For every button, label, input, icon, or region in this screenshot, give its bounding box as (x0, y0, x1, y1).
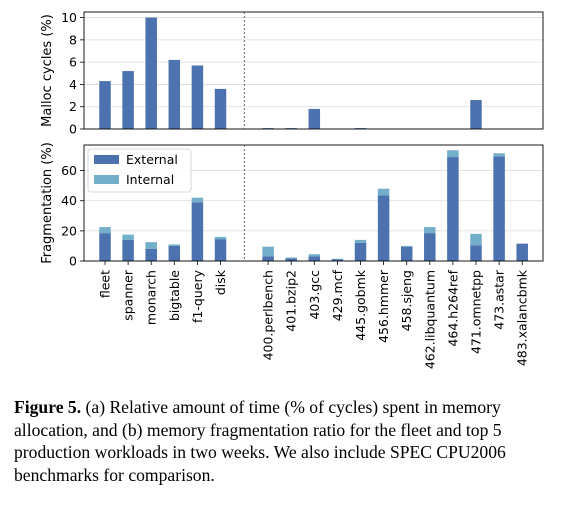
bar-external-400-perlbench (262, 256, 274, 261)
legend-swatch-external (94, 155, 119, 164)
bar-external-spanner (122, 239, 134, 261)
x-tick-label-458-sjeng: 458.sjeng (399, 270, 414, 331)
bar-internal-disk (214, 236, 227, 240)
x-tick-label-401-bzip2: 401.bzip2 (284, 270, 299, 332)
bottom-ytick-label: 0 (69, 254, 77, 269)
x-tick-label-disk: disk (213, 269, 228, 295)
bar-internal-400-perlbench (262, 246, 274, 257)
bar-internal-f1-query (191, 197, 204, 203)
x-tick-label-bigtable: bigtable (167, 270, 182, 321)
figure-chart: 0 2 4 6 8 10 Malloc cycles (%) 0 20 40 60 Fragment… (40, 10, 544, 369)
bar-internal-401-bzip2 (285, 257, 297, 259)
top-frame (83, 11, 544, 130)
bar-external-fleet (99, 233, 111, 261)
x-tick-label-464-h264ref: 464.h264ref (445, 269, 460, 346)
bar-external-471-omnetpp (470, 245, 482, 261)
caption-label: Figure 5. (14, 397, 82, 417)
bar-external-f1-query (191, 202, 204, 261)
bar-malloc-spanner (122, 71, 134, 129)
x-tick-label-monarch: monarch (144, 270, 159, 325)
bar-internal-bigtable (168, 244, 181, 246)
bar-external-462-libquantum (424, 233, 436, 261)
bar-external-445-gobmk (354, 242, 367, 261)
bar-internal-429-mcf (331, 258, 344, 260)
bar-malloc-fleet (99, 81, 111, 129)
bar-internal-403-gcc (308, 254, 321, 257)
bar-malloc-bigtable (168, 59, 181, 129)
bar-external-429-mcf (331, 259, 344, 261)
top-bars (99, 17, 482, 130)
legend-swatch-internal (94, 175, 119, 184)
figure-caption: Figure 5. (a) Relative amount of time (%… (14, 396, 566, 486)
bar-external-401-bzip2 (285, 258, 297, 261)
bar-external-monarch (145, 248, 157, 261)
bottom-ytick-label: 20 (61, 223, 77, 238)
x-tick-label-473-astar: 473.astar (492, 269, 507, 330)
top-ytick-label: 2 (69, 99, 77, 114)
x-tick-label-fleet: fleet (98, 270, 113, 298)
bottom-ytick-label: 60 (61, 163, 77, 178)
x-tick-label-400-perlbench: 400.perlbench (261, 270, 276, 360)
top-axes: 0 2 4 6 8 10 Malloc cycles (%) (40, 10, 544, 137)
bar-internal-473-astar (493, 153, 505, 157)
top-y-axis-label: Malloc cycles (%) (40, 14, 55, 127)
bar-external-403-gcc (308, 256, 321, 261)
x-tick-label-429-mcf: 429.mcf (330, 269, 345, 321)
bar-external-456-hmmer (377, 195, 390, 261)
bar-external-464-h264ref (447, 157, 459, 261)
x-tick-label-445-gobmk: 445.gobmk (353, 269, 368, 341)
caption-text: (a) Relative amount of time (% of cycles… (14, 397, 506, 485)
bar-malloc-471-omnetpp (470, 100, 482, 129)
bar-internal-464-h264ref (447, 150, 459, 158)
bar-internal-471-omnetpp (470, 233, 482, 246)
bar-malloc-disk (214, 88, 227, 129)
x-tick-label-spanner: spanner (121, 269, 136, 321)
bottom-y-axis-label: Fragmentation (%) (40, 142, 55, 264)
bar-external-473-astar (493, 156, 505, 261)
bottom-ytick-label: 40 (61, 193, 77, 208)
x-tick-labels: fleet spanner monarch bigtable f1-query disk 4… (98, 261, 530, 369)
top-ytick-label: 8 (69, 32, 77, 47)
x-tick-label-f1-query: f1-query (190, 269, 205, 323)
legend-label-internal: Internal (126, 172, 174, 187)
bottom-bars (99, 150, 528, 261)
bar-internal-monarch (145, 242, 157, 249)
top-ytick-label: 6 (69, 55, 77, 70)
bar-internal-456-hmmer (377, 188, 390, 196)
x-tick-label-471-omnetpp: 471.omnetpp (469, 270, 484, 354)
bar-malloc-f1-query (191, 65, 204, 129)
bar-internal-fleet (99, 227, 111, 234)
bar-internal-spanner (122, 234, 134, 240)
top-ytick-label: 4 (69, 77, 77, 92)
bar-internal-458-sjeng (400, 245, 413, 247)
bar-external-458-sjeng (400, 246, 413, 261)
bar-malloc-403-gcc (308, 108, 321, 129)
bar-external-disk (214, 239, 227, 261)
legend-label-external: External (126, 152, 178, 167)
bar-external-bigtable (168, 245, 181, 261)
top-ytick-label: 10 (61, 10, 77, 25)
legend: External Internal (87, 148, 192, 193)
bottom-frame (83, 144, 544, 262)
x-tick-label-483-xalancbmk: 483.xalancbmk (515, 269, 530, 366)
bar-external-483-xalancbmk (516, 243, 528, 261)
top-ytick-label: 0 (69, 122, 77, 137)
bar-malloc-monarch (145, 17, 157, 130)
x-tick-label-456-hmmer: 456.hmmer (376, 269, 391, 343)
bottom-axes: 0 20 40 60 Fragmentation (%) (40, 142, 544, 269)
x-tick-label-403-gcc: 403.gcc (307, 270, 322, 320)
bar-internal-462-libquantum (424, 227, 436, 234)
bar-internal-445-gobmk (354, 239, 367, 243)
x-tick-label-462-libquantum: 462.libquantum (422, 270, 437, 369)
